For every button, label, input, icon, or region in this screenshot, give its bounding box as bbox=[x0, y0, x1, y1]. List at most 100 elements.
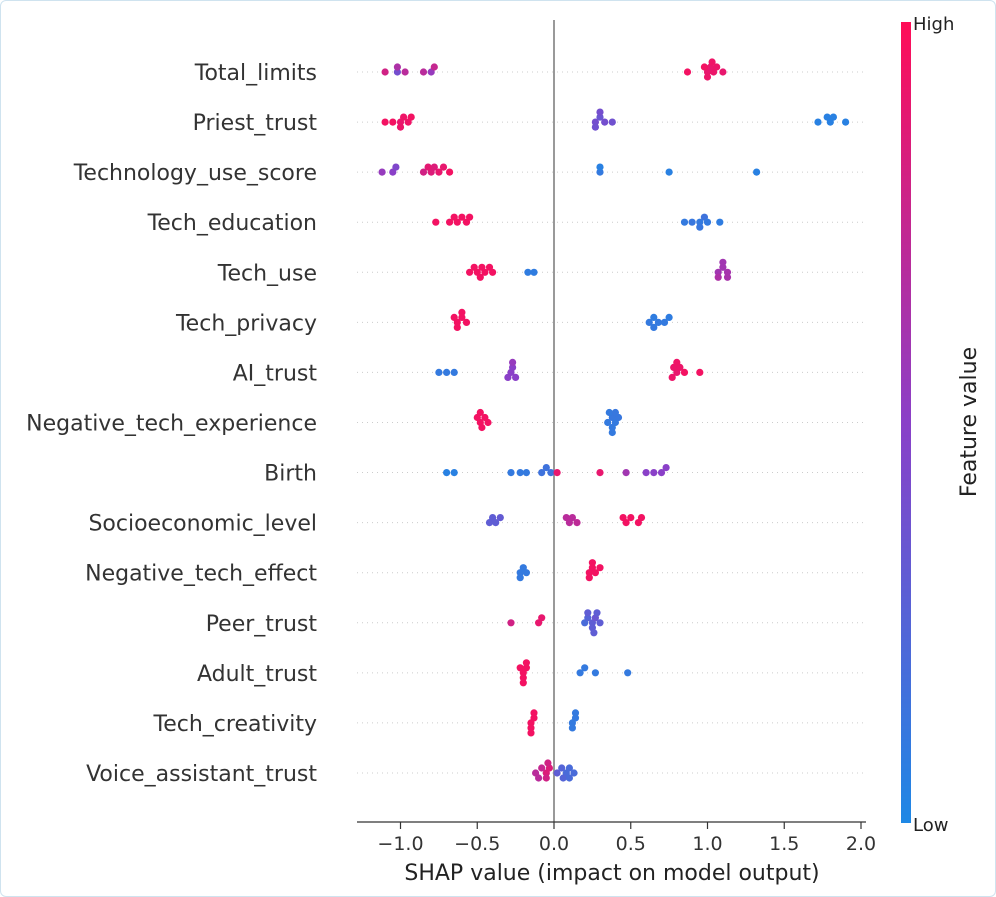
shap-point bbox=[696, 368, 704, 376]
x-tick-label: −1.0 bbox=[377, 833, 423, 855]
shap-point bbox=[814, 118, 822, 126]
shap-point bbox=[688, 218, 696, 226]
shap-point bbox=[665, 313, 673, 321]
shap-point bbox=[842, 118, 850, 126]
shap-point bbox=[393, 63, 401, 71]
shap-point bbox=[723, 273, 732, 281]
shap-point bbox=[700, 63, 709, 71]
shap-point bbox=[462, 318, 471, 326]
shap-point bbox=[485, 263, 494, 271]
shap-point bbox=[538, 764, 546, 772]
row-guides bbox=[357, 71, 866, 774]
shap-point bbox=[570, 769, 578, 777]
shap-point bbox=[511, 373, 520, 381]
colorbar-high-label: High bbox=[913, 14, 954, 35]
x-axis: −1.0 −0.5 0.0 0.5 1.0 1.5 2.0 SHAP value (impa… bbox=[357, 821, 876, 886]
shap-point bbox=[522, 569, 531, 577]
shap-point bbox=[470, 263, 478, 271]
shap-point bbox=[538, 614, 546, 622]
shap-point bbox=[719, 258, 727, 266]
colorbar-low-label: Low bbox=[913, 815, 948, 836]
shap-point bbox=[544, 759, 552, 767]
shap-point bbox=[665, 168, 673, 176]
shap-point bbox=[519, 674, 527, 682]
x-tick-label: 1.0 bbox=[692, 833, 722, 855]
shap-point bbox=[642, 469, 650, 477]
shap-point bbox=[516, 469, 524, 477]
shap-point bbox=[605, 408, 613, 417]
shap-points bbox=[378, 58, 850, 782]
shap-point bbox=[530, 714, 538, 722]
shap-point bbox=[584, 609, 592, 617]
x-tick-label: −0.5 bbox=[454, 833, 500, 855]
shap-point bbox=[723, 268, 732, 276]
x-tick-label: 0.5 bbox=[616, 833, 646, 855]
feature-label: Tech_use bbox=[217, 261, 317, 286]
shap-point bbox=[680, 218, 689, 226]
shap-point bbox=[611, 408, 620, 417]
shap-point bbox=[571, 709, 580, 717]
feature-label: Technology_use_score bbox=[73, 161, 317, 186]
shap-point bbox=[696, 223, 704, 231]
shap-point bbox=[432, 218, 440, 226]
shap-point bbox=[673, 358, 681, 366]
shap-point bbox=[430, 63, 438, 71]
colorbar: High Low Feature value bbox=[901, 14, 982, 836]
shap-point bbox=[823, 113, 831, 121]
shap-point bbox=[378, 168, 386, 176]
shap-point bbox=[716, 218, 724, 226]
feature-label: Peer_trust bbox=[206, 612, 318, 637]
shap-point bbox=[450, 213, 458, 221]
shap-point bbox=[389, 118, 397, 126]
shap-point bbox=[650, 313, 658, 321]
shap-point bbox=[522, 664, 531, 672]
shap-point bbox=[573, 519, 581, 527]
shap-point bbox=[559, 774, 567, 782]
shap-point bbox=[542, 464, 550, 472]
shap-point bbox=[446, 218, 454, 226]
shap-point bbox=[719, 68, 727, 76]
shap-point bbox=[484, 418, 492, 427]
shap-point bbox=[439, 163, 448, 171]
shap-point bbox=[654, 318, 663, 326]
shap-point bbox=[596, 163, 604, 171]
shap-point bbox=[446, 168, 454, 176]
shap-point bbox=[508, 358, 517, 366]
shap-point bbox=[622, 469, 630, 477]
shap-point bbox=[424, 163, 432, 171]
shap-point bbox=[478, 423, 486, 432]
shap-point bbox=[516, 574, 524, 582]
shap-point bbox=[624, 669, 632, 677]
shap-point bbox=[443, 368, 451, 376]
shap-point bbox=[596, 108, 604, 116]
feature-label: Birth bbox=[264, 462, 317, 487]
shap-point bbox=[591, 569, 600, 577]
feature-label: Negative_tech_experience bbox=[26, 411, 317, 436]
shap-point bbox=[508, 363, 517, 371]
shap-point bbox=[450, 368, 458, 376]
shap-point bbox=[662, 464, 670, 472]
shap-point bbox=[608, 423, 616, 432]
shap-point bbox=[591, 123, 600, 131]
shap-point bbox=[596, 168, 604, 176]
shap-point bbox=[593, 609, 601, 617]
shap-point bbox=[407, 113, 415, 121]
shap-point bbox=[591, 118, 600, 126]
shap-point bbox=[596, 469, 604, 477]
shap-point bbox=[522, 469, 531, 477]
shap-point bbox=[489, 514, 497, 522]
shap-point bbox=[829, 113, 838, 121]
x-tick-label: 2.0 bbox=[846, 833, 876, 855]
shap-point bbox=[530, 709, 538, 717]
shap-point bbox=[637, 514, 646, 522]
feature-label: Priest_trust bbox=[193, 111, 318, 136]
shap-point bbox=[601, 118, 609, 126]
shap-point bbox=[443, 469, 451, 477]
shap-point bbox=[657, 469, 666, 477]
shap-point bbox=[660, 318, 669, 326]
shap-point bbox=[753, 168, 761, 176]
colorbar-gradient bbox=[901, 22, 911, 823]
feature-label: Tech_creativity bbox=[153, 712, 317, 737]
shap-point bbox=[419, 168, 428, 176]
